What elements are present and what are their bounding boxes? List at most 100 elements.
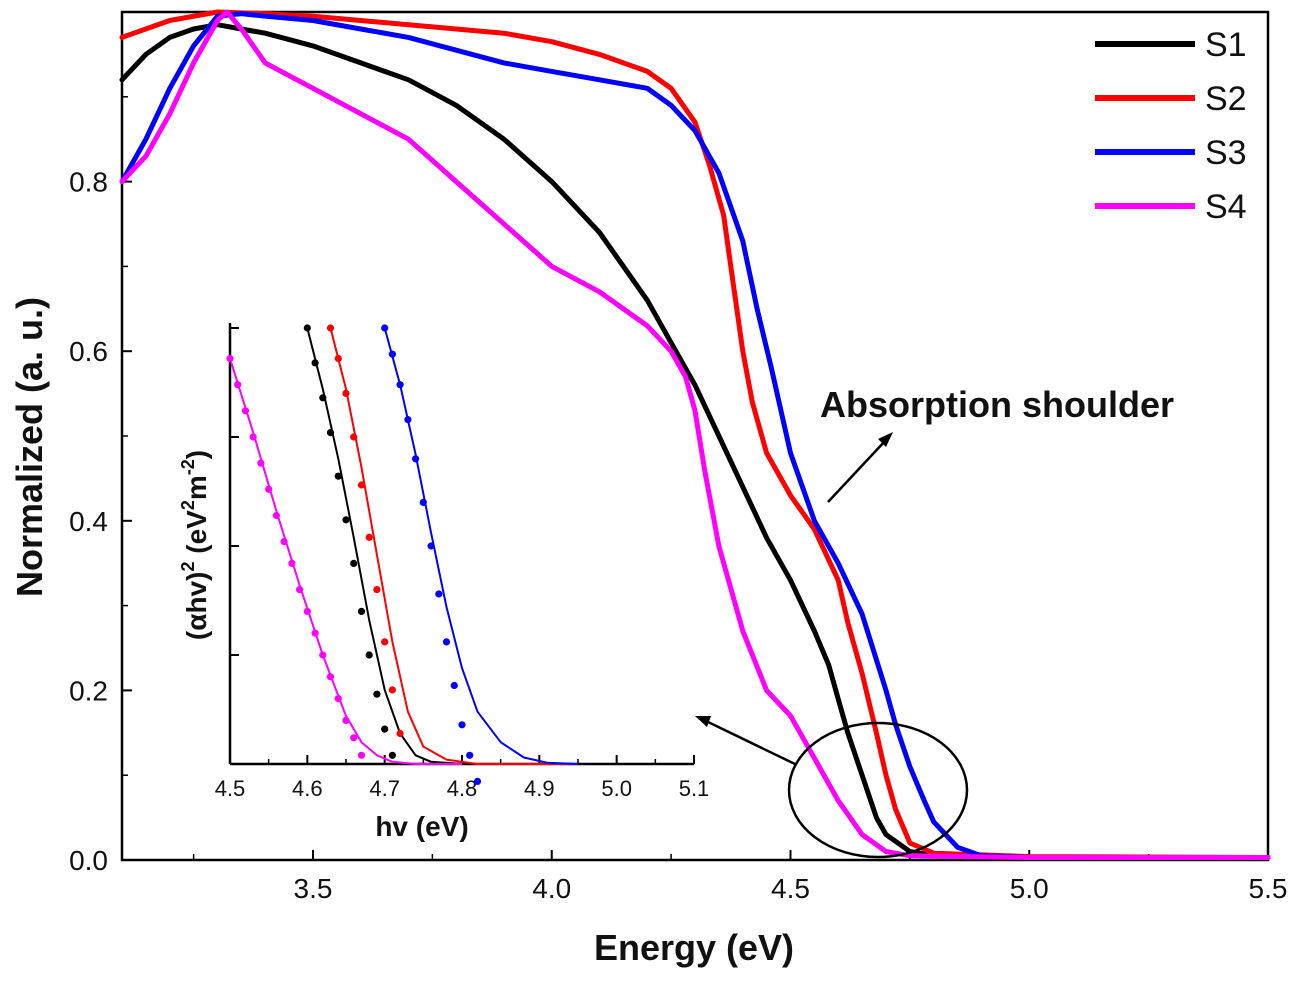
x-tick-label-5.5: 5.5: [1249, 873, 1288, 904]
legend-label-s2: S2: [1205, 80, 1247, 118]
inset-y-title-close: ): [181, 450, 212, 459]
inset-data-point-s4: [226, 354, 234, 363]
inset-data-point-s4: [319, 651, 327, 659]
inset-data-point-s3: [466, 751, 474, 759]
inset-data-point-s4: [257, 459, 265, 467]
inset-fit-line-s4: [229, 358, 462, 765]
inset-data-point-s1: [342, 516, 350, 524]
legend-label-s4: S4: [1205, 188, 1247, 226]
inset-data-point-s3: [427, 542, 435, 550]
legend-label-s3: S3: [1205, 134, 1247, 172]
inset-x-tick-label-5.0: 5.0: [601, 776, 632, 801]
x-tick-label-4.5: 4.5: [771, 873, 810, 904]
inset-data-point-s3: [404, 416, 412, 424]
inset-fit-line-s2: [329, 327, 578, 765]
inset-data-point-s3: [435, 590, 443, 598]
inset-data-point-s2: [342, 389, 350, 397]
inset-data-point-s4: [334, 695, 342, 703]
y-tick-label-0.4: 0.4: [69, 506, 108, 537]
inset-data-point-s3: [473, 777, 482, 786]
y-tick-label-0.8: 0.8: [69, 167, 108, 198]
inset-data-point-s4: [342, 716, 350, 725]
inset-fit-line-s3: [383, 327, 579, 765]
inset-data-point-s4: [249, 433, 257, 441]
inset-data-point-s1: [381, 725, 389, 733]
inset-data-point-s4: [288, 559, 296, 568]
y-axis-title: Normalized (a. u.): [9, 297, 50, 597]
inset-data-point-s1: [303, 324, 311, 332]
inset-data-point-s1: [365, 651, 373, 659]
inset-data-point-s4: [265, 485, 273, 493]
inset-y-title-sup1: 2: [178, 562, 198, 572]
inset-data-point-s4: [350, 734, 358, 742]
absorption-shoulder-arrowhead: [878, 432, 893, 447]
inset-data-point-s2: [334, 354, 342, 363]
inset-data-point-s4: [272, 511, 280, 520]
inset-data-point-s2: [365, 533, 373, 541]
inset-data-point-s4: [296, 586, 304, 594]
y-tick-label-0.2: 0.2: [69, 675, 108, 706]
inset-data-point-s1: [373, 690, 381, 698]
inset-y-title-units2: m: [181, 475, 212, 500]
inset-y-title-sup2: 2: [178, 500, 198, 510]
inset-data-point-s1: [350, 559, 358, 568]
inset-axes: 4.5 4.6 4.7 4.8 4.9 5.0 5.1: [215, 323, 709, 801]
inset-data-point-s2: [326, 324, 335, 332]
inset-data-point-s4: [311, 629, 319, 637]
series-line-s4: [119, 9, 1271, 860]
y-tick-label-0.6: 0.6: [69, 336, 108, 367]
inset-data-point-s1: [334, 472, 342, 480]
inset-x-tick-label-4.9: 4.9: [524, 776, 555, 801]
inset-x-tick-label-4.6: 4.6: [292, 776, 323, 801]
main-plot-frame: [120, 10, 1270, 862]
series-line-s3: [119, 11, 1271, 860]
inset-data-point-s3: [442, 638, 451, 646]
legend: S1 S2 S3 S4: [1095, 26, 1247, 226]
inset-y-title-units: (eV: [181, 510, 212, 554]
legend-label-s1: S1: [1205, 26, 1247, 64]
inset-x-tick-label-4.5: 4.5: [215, 776, 246, 801]
inset-data-point-s2: [350, 433, 358, 441]
series-line-s2: [119, 9, 1271, 860]
inset-series-group: [226, 324, 579, 786]
inset-data-point-s2: [396, 729, 404, 738]
inset-y-title-sup3: -2: [178, 459, 198, 475]
inset-data-point-s1: [357, 607, 366, 616]
inset-x-tick-label-4.7: 4.7: [369, 776, 400, 801]
inset-y-axis-title: (αhv)2 (eV2m-2): [178, 450, 212, 640]
inset-data-point-s3: [419, 498, 427, 506]
x-axis-title: Energy (eV): [594, 927, 794, 968]
inset-data-point-s1: [388, 751, 396, 759]
inset-data-point-s2: [381, 638, 389, 646]
inset-data-point-s1: [319, 394, 327, 402]
inset-y-title-part2: [181, 554, 212, 562]
zoom-arrow-line: [705, 719, 798, 767]
inset-x-axis-title: hv (eV): [375, 811, 468, 842]
absorption-shoulder-label: Absorption shoulder: [820, 384, 1174, 425]
y-tick-label-0.0: 0.0: [69, 845, 108, 876]
inset-data-point-s4: [234, 381, 242, 389]
inset-data-point-s3: [458, 721, 466, 729]
series-line-s1: [119, 22, 1271, 860]
inset-data-point-s2: [388, 686, 396, 694]
inset-data-point-s3: [388, 350, 396, 358]
inset-data-point-s2: [373, 586, 381, 594]
inset-data-point-s1: [311, 359, 319, 367]
inset-data-point-s3: [450, 681, 458, 690]
main-series-group: [119, 9, 1271, 860]
inset-data-point-s4: [241, 407, 250, 415]
inset-data-point-s2: [357, 481, 366, 489]
inset-data-point-s3: [396, 381, 404, 389]
zoom-arrowhead: [695, 716, 711, 727]
inset-data-point-s4: [326, 673, 335, 681]
inset-fit-line-s1: [306, 327, 578, 765]
inset-y-title-part1: (αhv): [181, 572, 212, 641]
inset-data-point-s4: [357, 751, 366, 759]
inset-data-point-s3: [412, 455, 420, 463]
inset-data-point-s1: [326, 429, 335, 437]
x-tick-label-5.0: 5.0: [1010, 873, 1049, 904]
x-tick-label-3.5: 3.5: [294, 873, 333, 904]
zoom-ellipse: [787, 721, 969, 859]
inset-data-point-s3: [381, 324, 389, 332]
